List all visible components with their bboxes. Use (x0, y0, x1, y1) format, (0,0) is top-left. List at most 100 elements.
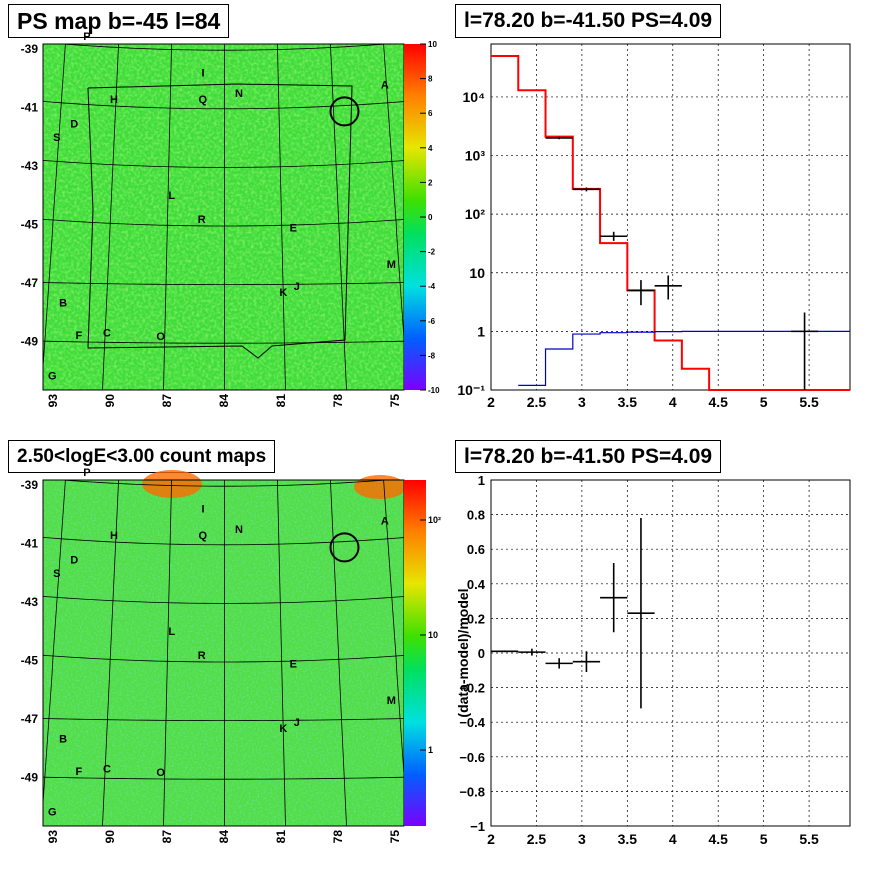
colorbar-tick-label: 10² (428, 515, 441, 525)
ps-map-title: PS map b=-45 l=84 (8, 4, 230, 38)
residual-y-tick-label: −0.4 (459, 715, 485, 730)
lat-tick-label: -41 (21, 537, 39, 551)
meridian-line (102, 480, 119, 826)
lon-tick-label: 87 (160, 394, 174, 408)
ps-colorbar (404, 44, 426, 390)
meridian-line (383, 480, 404, 781)
source-circle-marker (329, 532, 360, 563)
lat-tick-label: -43 (21, 595, 39, 609)
spectrum-y-tick-label: 10² (465, 206, 486, 222)
source-label-k: K (279, 287, 287, 299)
meridian-line (163, 480, 172, 826)
count-map-sources: P I N A H Q DS L R E M K J B F C O G (48, 467, 396, 819)
spectrum-y-tick-label: 10⁴ (463, 89, 486, 105)
count-map: P I N A H Q DS L R E M K J B F C O G -39 -41 -43 -45 -47 -49 9… (21, 467, 441, 844)
source-label-l: L (168, 190, 175, 202)
source-label-r: R (198, 650, 206, 662)
meridian-line (330, 480, 347, 826)
residual-title: l=78.20 b=-41.50 PS=4.09 (455, 440, 722, 473)
spectrum-y-tick-label: 1 (477, 323, 485, 339)
residual-plot: (data-model)/model 2 2.5 3 3.5 4 4.5 5 5.5 1 0.8 0… (455, 473, 851, 847)
colorbar-tick-label: 2 (428, 178, 433, 187)
meridian-line (277, 44, 286, 390)
residual-ylabel: (data-model)/model (455, 588, 471, 717)
residual-y-tick-label: −0.2 (459, 681, 485, 696)
source-label-c: C (103, 327, 111, 339)
source-circle-marker (329, 96, 360, 127)
lat-tick-label: -45 (21, 654, 39, 668)
spectrum-x-tick-label: 5.5 (799, 394, 819, 410)
residual-y-tick-label: 0.8 (467, 508, 485, 523)
spectrum-x-tick-label: 5 (760, 394, 768, 410)
lon-tick-label: 81 (274, 394, 288, 408)
lat-tick-label: -39 (21, 42, 39, 56)
residual-x-tick-label: 3 (578, 831, 586, 847)
hotspot-top-center (142, 470, 202, 498)
residual-x-tick-label: 2 (487, 831, 495, 847)
residual-y-tick-label: −0.8 (459, 784, 485, 799)
source-label-m: M (387, 695, 396, 707)
source-label-m: M (387, 259, 396, 271)
residual-x-tick-label: 5 (760, 831, 768, 847)
lon-tick-label: 93 (46, 394, 60, 408)
lon-tick-label: 87 (160, 830, 174, 844)
ps-map-texture (43, 44, 404, 390)
lat-tick-label: -45 (21, 218, 39, 232)
spectrum-x-tick-label: 2.5 (527, 394, 547, 410)
source-label-d: D (70, 118, 78, 130)
meridian-line (163, 44, 172, 390)
meridian-line (102, 44, 119, 390)
colorbar-tick-label: 4 (428, 144, 433, 153)
source-label-p: P (83, 467, 90, 479)
residual-frame (490, 479, 851, 827)
source-label-o: O (156, 331, 165, 343)
spectrum-x-tick-label: 4.5 (708, 394, 728, 410)
source-label-a: A (381, 515, 389, 527)
source-label-s: S (53, 568, 60, 580)
ps-map-sources: P I N A H Q DS L R E M K J B F C O G (48, 31, 396, 383)
source-label-n: N (235, 88, 243, 100)
colorbar-tick-label: -8 (428, 351, 436, 360)
lon-tick-label: 75 (388, 830, 402, 844)
colorbar-tick-label: 10 (428, 630, 438, 640)
source-label-s: S (53, 132, 60, 144)
spectrum-x-tick-label: 2 (487, 394, 495, 410)
meridian-line (43, 480, 66, 809)
source-label-k: K (279, 723, 287, 735)
meridian-line (43, 44, 66, 373)
source-label-d: D (70, 554, 78, 566)
count-map-lon-labels: 93 90 87 84 81 78 75 (46, 830, 402, 844)
source-label-g: G (48, 371, 57, 383)
source-label-j: J (294, 717, 300, 729)
count-colorbar-ticks: 10² 10 1 (420, 515, 441, 755)
count-colorbar (404, 480, 426, 826)
spectrum-y-tick-label: 10³ (465, 148, 486, 164)
lon-tick-label: 90 (103, 394, 117, 408)
hotspot-top-right (354, 475, 406, 499)
residual-x-tick-label: 4.5 (708, 831, 728, 847)
ps-map-lat-labels: -39 -41 -43 -45 -47 -49 (21, 42, 39, 349)
spectrum-y-tick-label: 10 (469, 265, 485, 281)
source-label-h: H (110, 530, 118, 542)
lat-tick-label: -47 (21, 276, 39, 290)
source-label-q: Q (199, 94, 208, 106)
lon-tick-label: 90 (103, 830, 117, 844)
lat-tick-label: -43 (21, 159, 39, 173)
colorbar-tick-label: 10 (428, 40, 437, 49)
source-label-b: B (59, 733, 67, 745)
lat-tick-label: -39 (21, 478, 39, 492)
lat-tick-label: -47 (21, 712, 39, 726)
lat-tick-label: -49 (21, 335, 39, 349)
meridian-line (383, 44, 404, 345)
lon-tick-label: 78 (331, 394, 345, 408)
source-label-i: I (202, 67, 205, 79)
lat-tick-label: -49 (21, 771, 39, 785)
source-label-c: C (103, 763, 111, 775)
source-label-r: R (198, 214, 206, 226)
residual-y-tick-label: 1 (478, 473, 485, 488)
lon-tick-label: 81 (274, 830, 288, 844)
residual-y-tick-label: −1 (470, 819, 485, 834)
source-label-a: A (381, 79, 389, 91)
residual-y-tick-label: 0 (478, 646, 485, 661)
spectrum-y-tick-label: 10⁻¹ (457, 382, 485, 398)
